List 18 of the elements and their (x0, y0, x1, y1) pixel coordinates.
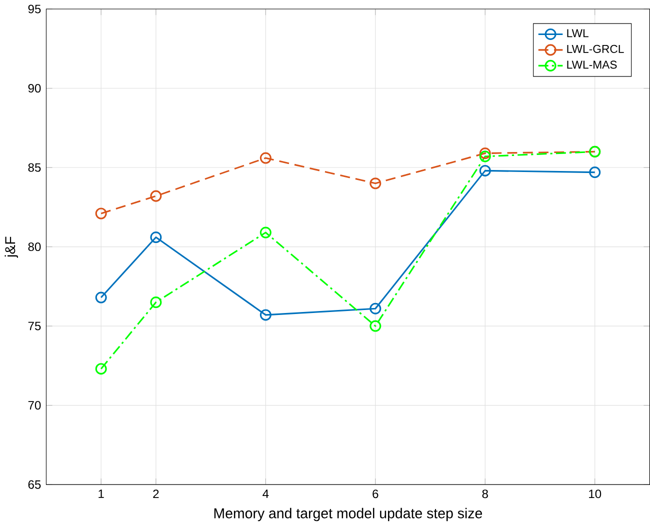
x-tick-label: 4 (262, 490, 269, 498)
y-tick-label: 85 (28, 163, 41, 172)
y-axis-title: j&F (4, 236, 18, 258)
x-tick-label: 10 (589, 490, 602, 498)
y-tick-label: 75 (28, 322, 41, 330)
legend-label: LWL-MAS (567, 60, 617, 69)
x-tick-label: 2 (153, 490, 159, 498)
legend-label: LWL (567, 29, 588, 38)
y-tick-label: 70 (28, 401, 41, 410)
x-tick-label: 1 (98, 490, 104, 498)
x-tick-label: 8 (482, 490, 488, 498)
y-tick-label: 90 (28, 84, 41, 93)
x-axis-title: Memory and target model update step size (214, 508, 482, 522)
y-tick-label: 80 (28, 242, 41, 252)
legend-label: LWL-GRCL (567, 44, 624, 53)
y-tick-label: 65 (28, 480, 41, 489)
x-tick-label: 6 (372, 490, 378, 498)
y-tick-label: 95 (28, 4, 41, 14)
